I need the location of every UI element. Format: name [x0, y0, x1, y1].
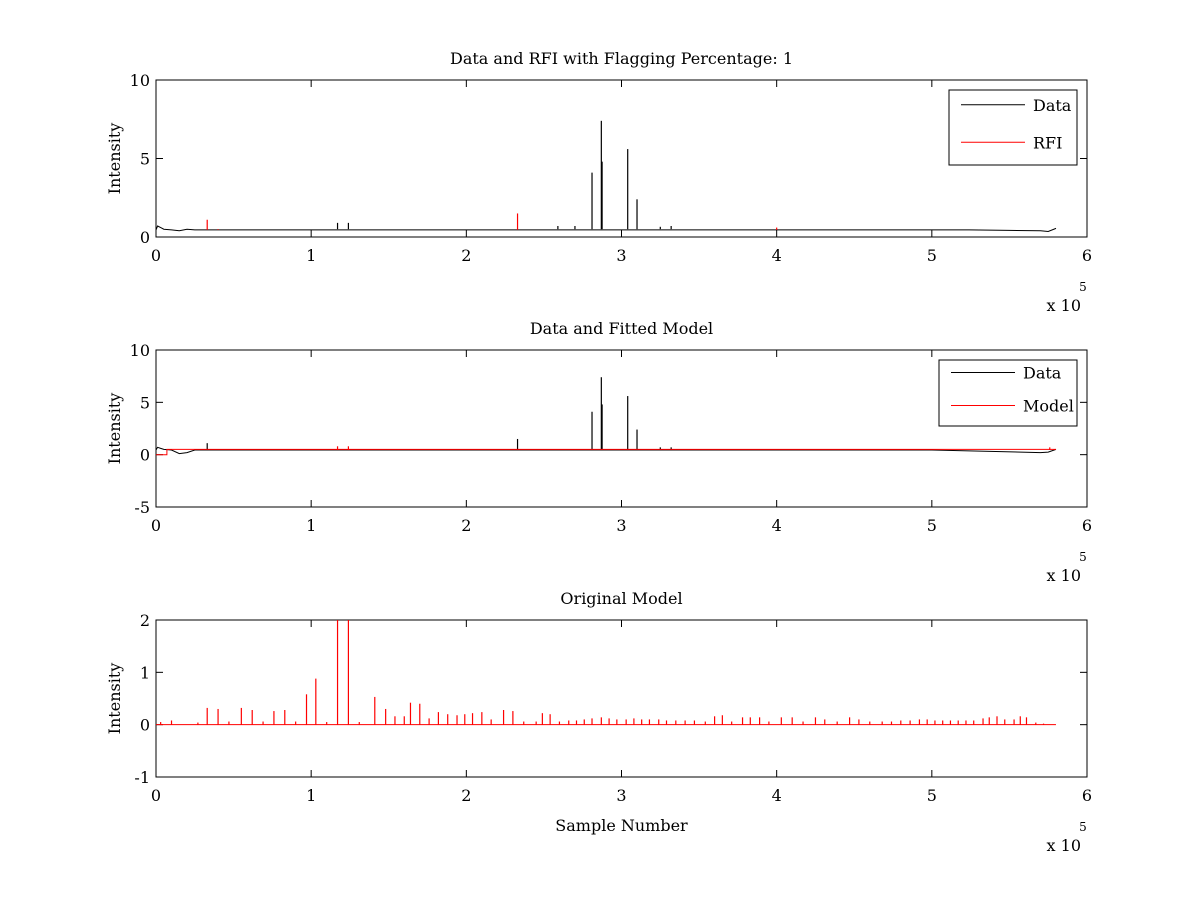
series-data: [156, 120, 1057, 233]
x-tick-label: 5: [927, 516, 937, 535]
x-tick-label: 5: [927, 786, 937, 805]
panels: Data and RFI with Flagging Percentage: 1…: [105, 49, 1092, 855]
x-tick-label: 3: [616, 516, 626, 535]
x-tick-label: 0: [151, 246, 161, 265]
plot-area: [155, 79, 1088, 238]
y-tick-label: 5: [140, 150, 150, 169]
chart-title: Data and RFI with Flagging Percentage: 1: [450, 49, 793, 68]
x-multiplier-base: x 10: [1047, 836, 1081, 855]
x-multiplier-exponent: 5: [1079, 550, 1087, 564]
x-tick-label: 1: [306, 246, 316, 265]
series-group: [156, 377, 1057, 456]
series-data: [156, 377, 1057, 455]
legend-label: Model: [1023, 397, 1074, 416]
series-model: [156, 446, 1056, 456]
series-line: [156, 225, 1057, 233]
x-tick-label: 4: [772, 786, 782, 805]
y-tick-label: 0: [140, 228, 150, 247]
y-tick-label: 5: [140, 393, 150, 412]
y-tick-label: 10: [130, 341, 150, 360]
x-multiplier-base: x 10: [1047, 296, 1081, 315]
x-tick-label: 0: [151, 786, 161, 805]
x-tick-label: 6: [1082, 516, 1092, 535]
y-tick-label: 0: [140, 446, 150, 465]
chart-title: Original Model: [560, 589, 682, 608]
x-tick-label: 6: [1082, 246, 1092, 265]
legend-label: RFI: [1033, 133, 1062, 152]
plot-area: [155, 349, 1088, 508]
series-line: [156, 448, 1056, 456]
y-tick-label: -1: [134, 768, 150, 787]
legend: Data RFI: [948, 89, 1078, 166]
x-tick-label: 3: [616, 246, 626, 265]
chart-title: Data and Fitted Model: [530, 319, 713, 338]
x-tick-label: 5: [927, 246, 937, 265]
y-axis-label: Intensity: [105, 123, 124, 195]
series-group: [156, 120, 1057, 233]
x-tick-label: 0: [151, 516, 161, 535]
legend-label: Data: [1033, 96, 1072, 115]
y-tick-label: -5: [134, 498, 150, 517]
x-multiplier-exponent: 5: [1079, 280, 1087, 294]
y-tick-label: 0: [140, 716, 150, 735]
legend: Data Model: [938, 359, 1078, 427]
x-tick-label: 4: [772, 516, 782, 535]
x-tick-label: 3: [616, 786, 626, 805]
x-multiplier-base: x 10: [1047, 566, 1081, 585]
chart-panel-1: Data and RFI with Flagging Percentage: 1…: [105, 49, 1092, 315]
x-tick-label: 2: [461, 516, 471, 535]
y-tick-label: 1: [140, 663, 150, 682]
legend-box: [948, 89, 1078, 166]
series-group: [156, 620, 1056, 726]
plot-area: [155, 619, 1088, 778]
x-tick-label: 4: [772, 246, 782, 265]
y-tick-label: 2: [140, 611, 150, 630]
x-multiplier-exponent: 5: [1079, 820, 1087, 834]
x-tick-label: 1: [306, 786, 316, 805]
y-tick-label: 10: [130, 71, 150, 90]
legend-label: Data: [1023, 364, 1062, 383]
y-axis-label: Intensity: [105, 663, 124, 735]
series-model: [156, 620, 1056, 726]
x-tick-label: 2: [461, 246, 471, 265]
series-line: [156, 446, 1057, 455]
y-axis-label: Intensity: [105, 393, 124, 465]
x-tick-label: 6: [1082, 786, 1092, 805]
legend-box: [938, 359, 1078, 427]
x-axis-label: Sample Number: [555, 816, 688, 835]
x-tick-label: 2: [461, 786, 471, 805]
x-tick-label: 1: [306, 516, 316, 535]
series-rfi: [206, 213, 778, 230]
